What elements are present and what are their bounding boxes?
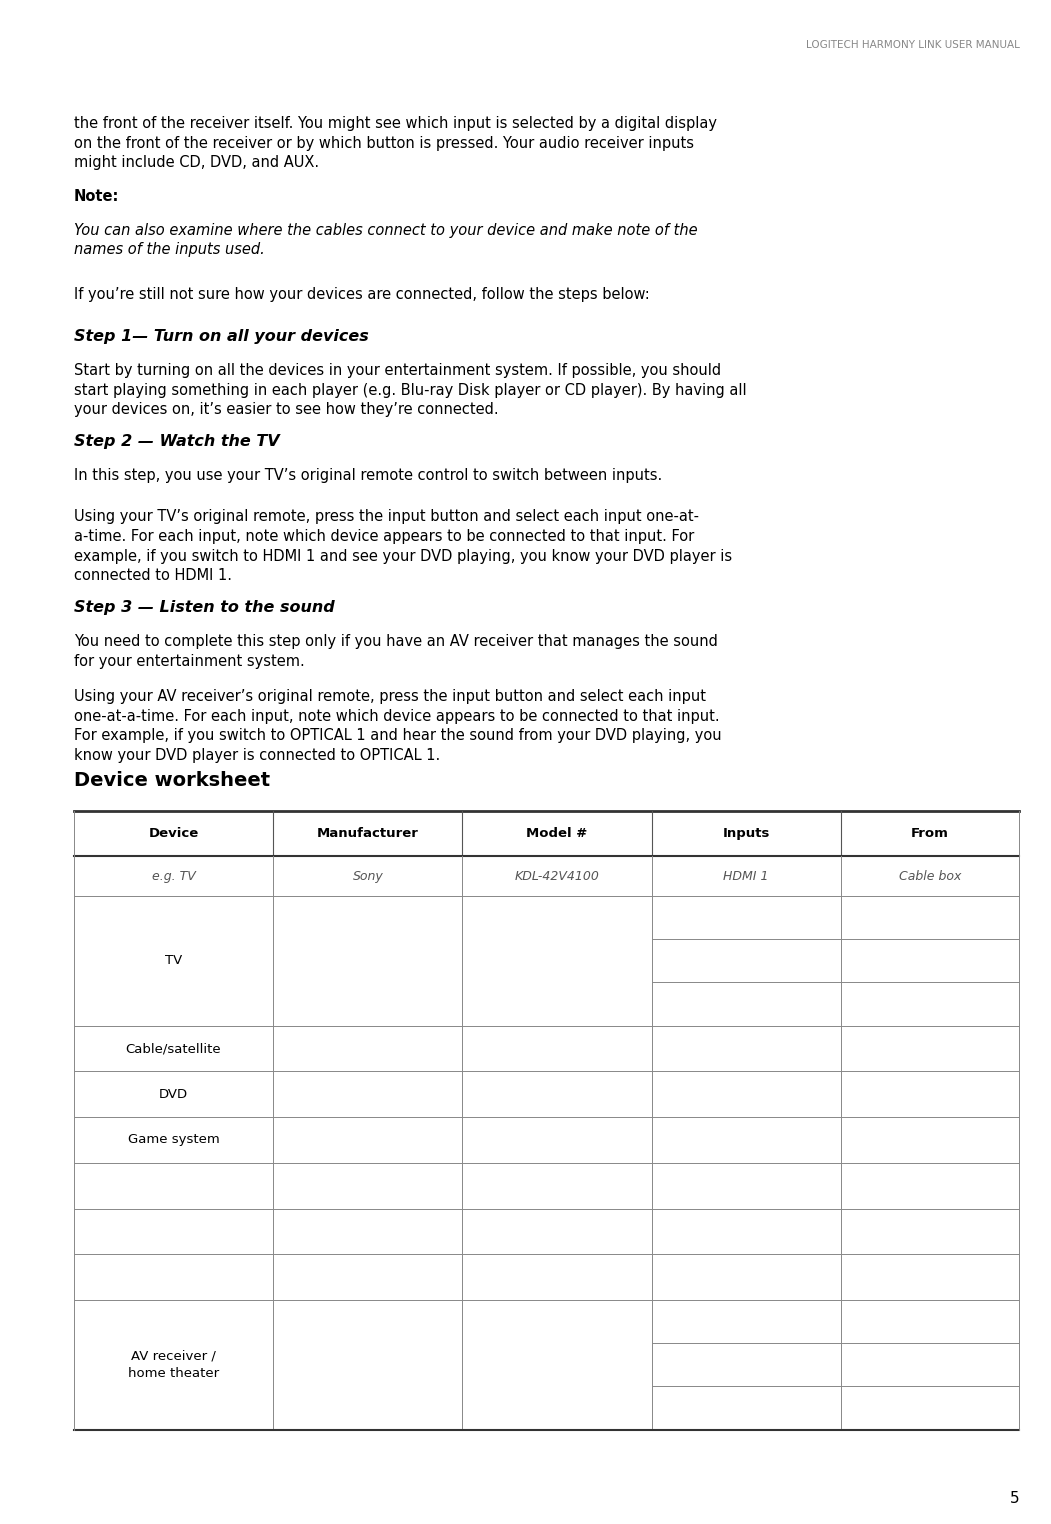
Text: You can also examine where the cables connect to your device and make note of th: You can also examine where the cables co…: [74, 223, 697, 258]
Text: Step 1— Turn on all your devices: Step 1— Turn on all your devices: [74, 329, 368, 344]
Text: Device worksheet: Device worksheet: [74, 771, 270, 789]
Text: Using your AV receiver’s original remote, press the input button and select each: Using your AV receiver’s original remote…: [74, 689, 721, 764]
Text: Manufacturer: Manufacturer: [317, 828, 418, 840]
Text: If you’re still not sure how your devices are connected, follow the steps below:: If you’re still not sure how your device…: [74, 287, 650, 302]
Text: HDMI 1: HDMI 1: [723, 870, 769, 882]
Text: Step 2 — Watch the TV: Step 2 — Watch the TV: [74, 434, 280, 450]
Text: Device: Device: [148, 828, 199, 840]
Text: Game system: Game system: [127, 1134, 220, 1146]
Text: From: From: [911, 828, 949, 840]
Text: Note:: Note:: [74, 189, 119, 204]
Text: DVD: DVD: [159, 1088, 188, 1100]
Text: 5: 5: [1010, 1490, 1019, 1506]
Text: LOGITECH HARMONY LINK USER MANUAL: LOGITECH HARMONY LINK USER MANUAL: [806, 40, 1019, 50]
Text: Cable box: Cable box: [899, 870, 962, 882]
Text: In this step, you use your TV’s original remote control to switch between inputs: In this step, you use your TV’s original…: [74, 468, 662, 483]
Text: Start by turning on all the devices in your entertainment system. If possible, y: Start by turning on all the devices in y…: [74, 363, 746, 418]
Text: Model #: Model #: [527, 828, 588, 840]
Text: the front of the receiver itself. You might see which input is selected by a dig: the front of the receiver itself. You mi…: [74, 116, 717, 171]
Text: KDL-42V4100: KDL-42V4100: [515, 870, 599, 882]
Text: AV receiver /
home theater: AV receiver / home theater: [128, 1349, 219, 1381]
Text: TV: TV: [165, 954, 182, 968]
Text: e.g. TV: e.g. TV: [151, 870, 195, 882]
Text: Cable/satellite: Cable/satellite: [126, 1042, 221, 1055]
Text: You need to complete this step only if you have an AV receiver that manages the : You need to complete this step only if y…: [74, 634, 718, 669]
Text: Step 3 — Listen to the sound: Step 3 — Listen to the sound: [74, 600, 334, 616]
Text: Inputs: Inputs: [722, 828, 770, 840]
Text: Sony: Sony: [352, 870, 384, 882]
Text: Using your TV’s original remote, press the input button and select each input on: Using your TV’s original remote, press t…: [74, 509, 731, 584]
